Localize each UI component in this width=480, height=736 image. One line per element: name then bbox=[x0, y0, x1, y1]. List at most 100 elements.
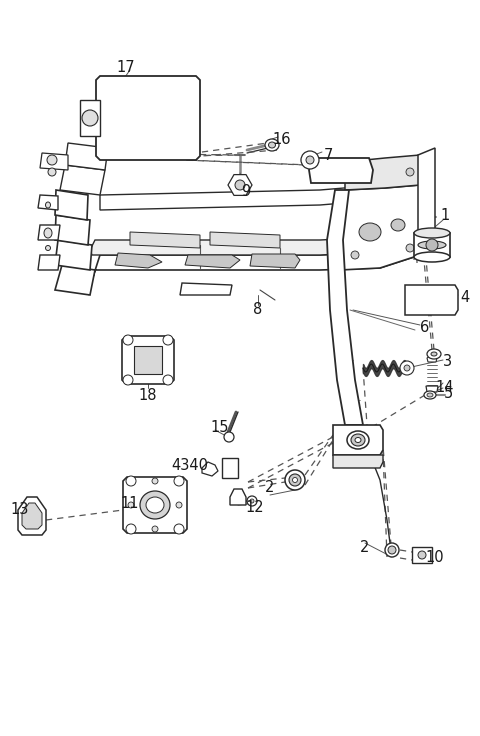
Polygon shape bbox=[40, 153, 68, 170]
Polygon shape bbox=[65, 143, 108, 170]
Polygon shape bbox=[38, 195, 58, 210]
Circle shape bbox=[247, 496, 257, 506]
Circle shape bbox=[174, 476, 184, 486]
Polygon shape bbox=[222, 458, 238, 478]
Ellipse shape bbox=[46, 246, 50, 250]
Circle shape bbox=[126, 476, 136, 486]
Circle shape bbox=[426, 239, 438, 251]
Polygon shape bbox=[90, 225, 418, 255]
Text: 13: 13 bbox=[11, 503, 29, 517]
Ellipse shape bbox=[285, 470, 305, 490]
Polygon shape bbox=[134, 346, 162, 374]
Polygon shape bbox=[96, 76, 200, 160]
Polygon shape bbox=[55, 240, 92, 270]
Polygon shape bbox=[185, 255, 240, 268]
Ellipse shape bbox=[146, 497, 164, 513]
Circle shape bbox=[406, 168, 414, 176]
Ellipse shape bbox=[388, 546, 396, 554]
Circle shape bbox=[152, 526, 158, 532]
Text: 11: 11 bbox=[121, 495, 139, 511]
Text: 10: 10 bbox=[426, 551, 444, 565]
Polygon shape bbox=[88, 240, 420, 295]
Polygon shape bbox=[115, 253, 162, 268]
Ellipse shape bbox=[385, 543, 399, 557]
Polygon shape bbox=[333, 455, 383, 468]
Polygon shape bbox=[427, 355, 437, 362]
Polygon shape bbox=[345, 155, 420, 190]
Polygon shape bbox=[18, 497, 46, 535]
Circle shape bbox=[224, 432, 234, 442]
Circle shape bbox=[128, 502, 134, 508]
Ellipse shape bbox=[44, 228, 52, 238]
Text: 18: 18 bbox=[139, 387, 157, 403]
Ellipse shape bbox=[431, 352, 437, 356]
Ellipse shape bbox=[359, 223, 381, 241]
Ellipse shape bbox=[418, 551, 426, 559]
Polygon shape bbox=[180, 283, 232, 295]
Polygon shape bbox=[80, 100, 100, 136]
Ellipse shape bbox=[427, 349, 441, 359]
Polygon shape bbox=[230, 489, 246, 505]
Ellipse shape bbox=[289, 474, 301, 486]
Polygon shape bbox=[100, 170, 420, 210]
Ellipse shape bbox=[355, 437, 361, 442]
Circle shape bbox=[174, 524, 184, 534]
Ellipse shape bbox=[46, 202, 50, 208]
Polygon shape bbox=[414, 233, 450, 257]
Text: 15: 15 bbox=[211, 420, 229, 436]
Text: 8: 8 bbox=[253, 302, 263, 317]
Text: 4340: 4340 bbox=[171, 459, 208, 473]
Polygon shape bbox=[228, 174, 252, 195]
Ellipse shape bbox=[414, 228, 450, 238]
Circle shape bbox=[48, 168, 56, 176]
Ellipse shape bbox=[427, 393, 433, 397]
Ellipse shape bbox=[418, 241, 446, 249]
Circle shape bbox=[176, 502, 182, 508]
Circle shape bbox=[163, 335, 173, 345]
Text: 7: 7 bbox=[324, 147, 333, 163]
Polygon shape bbox=[210, 232, 280, 248]
Polygon shape bbox=[412, 547, 432, 563]
Circle shape bbox=[47, 155, 57, 165]
Ellipse shape bbox=[424, 391, 436, 399]
Polygon shape bbox=[38, 225, 60, 240]
Polygon shape bbox=[202, 462, 218, 476]
Polygon shape bbox=[38, 255, 60, 270]
Ellipse shape bbox=[292, 478, 298, 483]
Text: 16: 16 bbox=[273, 132, 291, 147]
Polygon shape bbox=[418, 148, 435, 255]
Text: 9: 9 bbox=[241, 185, 251, 199]
Ellipse shape bbox=[351, 434, 365, 446]
Circle shape bbox=[123, 335, 133, 345]
Polygon shape bbox=[123, 477, 187, 533]
Ellipse shape bbox=[268, 142, 276, 148]
Text: 14: 14 bbox=[436, 381, 454, 395]
Circle shape bbox=[301, 151, 319, 169]
Text: 3: 3 bbox=[444, 355, 453, 369]
Text: 5: 5 bbox=[444, 386, 453, 400]
Polygon shape bbox=[340, 185, 420, 270]
Circle shape bbox=[235, 180, 245, 190]
Circle shape bbox=[406, 244, 414, 252]
Polygon shape bbox=[333, 425, 383, 455]
Polygon shape bbox=[130, 232, 200, 248]
Ellipse shape bbox=[140, 491, 170, 519]
Circle shape bbox=[351, 171, 359, 179]
Polygon shape bbox=[122, 336, 174, 384]
Text: 6: 6 bbox=[420, 320, 430, 336]
Circle shape bbox=[351, 251, 359, 259]
Text: 1: 1 bbox=[440, 208, 450, 222]
Ellipse shape bbox=[347, 431, 369, 449]
Polygon shape bbox=[60, 165, 105, 195]
Ellipse shape bbox=[265, 139, 279, 151]
Text: 4: 4 bbox=[460, 291, 469, 305]
Text: 17: 17 bbox=[117, 60, 135, 76]
Polygon shape bbox=[55, 215, 90, 245]
Polygon shape bbox=[250, 254, 300, 268]
Polygon shape bbox=[309, 158, 373, 183]
Ellipse shape bbox=[414, 252, 450, 262]
Polygon shape bbox=[327, 190, 363, 425]
Circle shape bbox=[126, 524, 136, 534]
Text: 2: 2 bbox=[360, 540, 370, 556]
Ellipse shape bbox=[391, 219, 405, 231]
